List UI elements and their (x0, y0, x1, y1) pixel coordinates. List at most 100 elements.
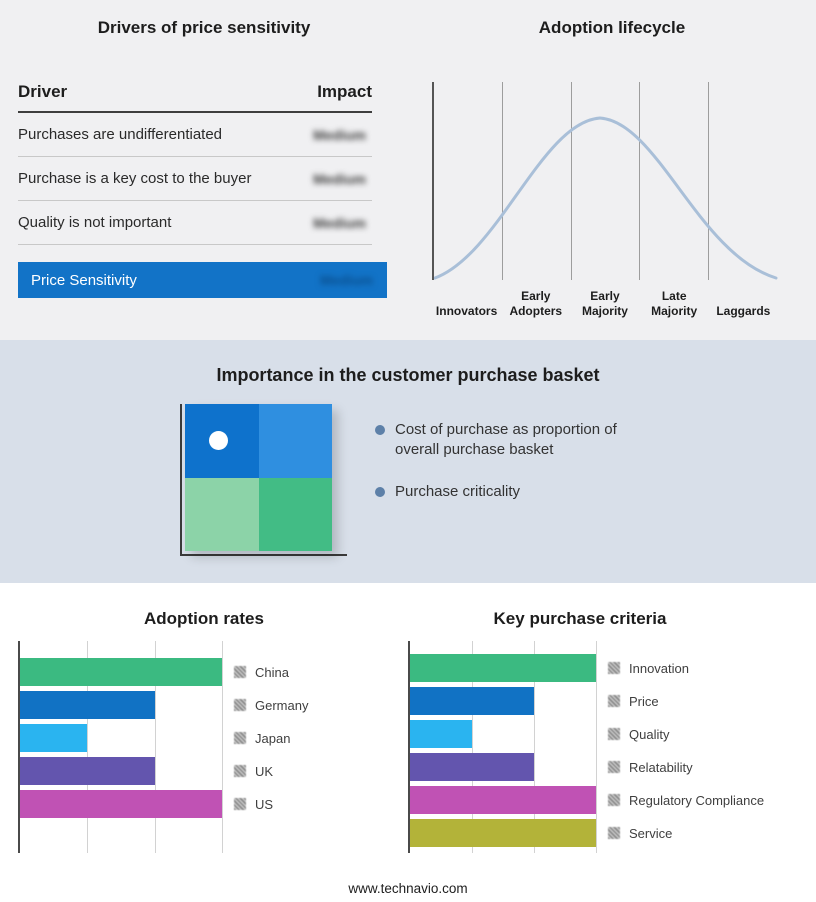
bar-row: Price (410, 687, 816, 715)
quadrant-bottom-right (258, 477, 332, 551)
legend-marker-icon (608, 794, 620, 806)
price-sensitivity-summary-row: Price Sensitivity Medium (18, 262, 387, 298)
bar-service (410, 819, 596, 847)
bar-track (20, 658, 222, 686)
bottom-section: Adoption rates China Germany Japan UK US Key… (0, 583, 816, 902)
bullet-text: Purchase criticality (395, 482, 521, 500)
bar-track (410, 720, 596, 748)
basket-content: Cost of purchase as proportion of overal… (180, 404, 816, 556)
impact-column-header: Impact (317, 82, 372, 101)
legend-item: China (234, 665, 289, 680)
impact-value: Medium (313, 214, 366, 231)
bar-row: Japan (20, 724, 408, 752)
legend-marker-icon (608, 827, 620, 839)
key-purchase-criteria-chart: Innovation Price Quality Relatability Regula… (408, 641, 816, 853)
lifecycle-stage-labels: Innovators Early Adopters Early Majority… (432, 284, 778, 318)
legend-label: Price (629, 693, 659, 709)
adoption-rates-chart: China Germany Japan UK US (18, 641, 408, 853)
quadrant-matrix (185, 404, 332, 551)
legend-label: Japan (255, 730, 291, 746)
gridline (639, 82, 641, 280)
legend-item: Japan (234, 731, 290, 746)
grid-layer (20, 641, 223, 853)
stage-label: Laggards (716, 303, 771, 318)
bar-germany (20, 691, 155, 719)
bar-track (410, 753, 596, 781)
bar-uk (20, 757, 155, 785)
bar-row: UK (20, 757, 408, 785)
gridline (570, 82, 572, 280)
drivers-panel: Drivers of price sensitivity Driver Impa… (0, 0, 408, 340)
impact-value: Medium (313, 126, 366, 143)
position-dot (209, 431, 228, 450)
legend-item: UK (234, 764, 273, 779)
legend-label: Regulatory Compliance (629, 792, 765, 808)
driver-cell: Purchases are undifferentiated (18, 126, 223, 143)
adoption-rates-title: Adoption rates (144, 609, 264, 628)
grid-layer (410, 641, 597, 853)
gridline (222, 641, 223, 853)
key-purchase-criteria-panel: Key purchase criteria Innovation Price Qua… (408, 583, 816, 902)
bar-row: Germany (20, 691, 408, 719)
bar-relatability (410, 753, 534, 781)
gridline (154, 641, 156, 853)
key-purchase-criteria-title: Key purchase criteria (493, 609, 667, 628)
top-section: Drivers of price sensitivity Driver Impa… (0, 0, 816, 340)
summary-impact-value: Medium (320, 272, 373, 288)
legend-item: Relatability (608, 760, 693, 775)
legend-marker-icon (608, 728, 620, 740)
bullet-item: Cost of purchase as proportion of overal… (375, 420, 653, 460)
gridline (471, 641, 473, 853)
legend-label: Germany (255, 697, 309, 713)
bullet-item: Purchase criticality (375, 482, 653, 502)
gridline (533, 641, 535, 853)
table-row: Quality is not important Medium (18, 201, 372, 245)
legend-marker-icon (234, 666, 246, 678)
legend-marker-icon (234, 798, 246, 810)
stage-label: Early Adopters (509, 289, 563, 318)
bar-regulatory-compliance (410, 786, 596, 814)
legend-item: Innovation (608, 661, 689, 676)
bar-track (410, 687, 596, 715)
legend-item: Regulatory Compliance (608, 793, 764, 808)
quadrant-bottom-left (185, 477, 259, 551)
drivers-table: Driver Impact Purchases are undifferenti… (18, 82, 372, 245)
bar-japan (20, 724, 88, 752)
legend-marker-icon (234, 732, 246, 744)
stage-label: Innovators (435, 303, 498, 318)
lifecycle-title: Adoption lifecycle (538, 18, 686, 37)
legend-item: Service (608, 826, 672, 841)
quadrant-axes (180, 404, 347, 556)
legend-marker-icon (608, 761, 620, 773)
bar-row: Relatability (410, 753, 816, 781)
legend-label: Relatability (629, 759, 693, 775)
table-row: Purchase is a key cost to the buyer Medi… (18, 157, 372, 201)
bar-row: China (20, 658, 408, 686)
bullet-icon (375, 425, 385, 435)
adoption-rates-panel: Adoption rates China Germany Japan UK US (0, 583, 408, 902)
bar-row: Service (410, 819, 816, 847)
legend-label: China (255, 664, 289, 680)
driver-cell: Purchase is a key cost to the buyer (18, 170, 252, 187)
bar-track (20, 691, 222, 719)
legend-item: Price (608, 694, 659, 709)
website-url: www.technavio.com (348, 881, 468, 896)
driver-cell: Quality is not important (18, 214, 172, 231)
legend-marker-icon (608, 662, 620, 674)
legend-label: Service (629, 825, 673, 841)
legend-item: Quality (608, 727, 669, 742)
legend-label: Quality (629, 726, 670, 742)
purchase-basket-section: Importance in the customer purchase bask… (0, 340, 816, 583)
bar-price (410, 687, 534, 715)
gridline (596, 641, 597, 853)
basket-bullets: Cost of purchase as proportion of overal… (375, 420, 653, 556)
bar-quality (410, 720, 472, 748)
legend-marker-icon (234, 699, 246, 711)
bar-china (20, 658, 222, 686)
bar-row: Quality (410, 720, 816, 748)
gridline (87, 641, 89, 853)
stage-label: Early Majority (581, 289, 628, 318)
gridline (707, 82, 709, 280)
legend-marker-icon (234, 765, 246, 777)
driver-column-header: Driver (18, 82, 68, 101)
